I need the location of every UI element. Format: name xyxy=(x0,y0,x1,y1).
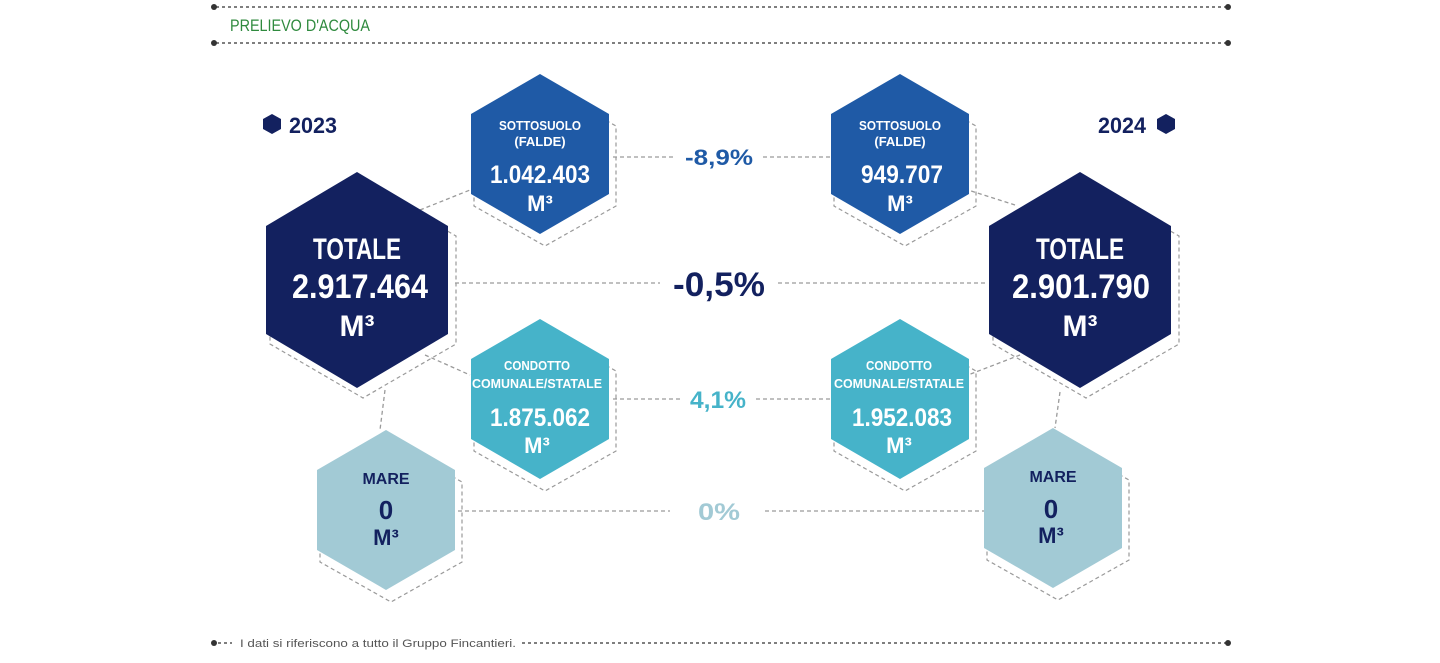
svg-text:SOTTOSUOLO: SOTTOSUOLO xyxy=(499,118,581,133)
hexagon-mare-2024: MARE 0 M³ xyxy=(984,428,1130,601)
svg-text:1.875.062: 1.875.062 xyxy=(490,404,590,432)
svg-text:SOTTOSUOLO: SOTTOSUOLO xyxy=(859,118,941,133)
svg-text:M³: M³ xyxy=(1038,523,1064,548)
svg-text:949.707: 949.707 xyxy=(861,161,943,189)
page-title: PRELIEVO D'ACQUA xyxy=(230,16,371,35)
header-rule-dots xyxy=(211,4,1231,46)
hexagon-bullet-icon xyxy=(1157,114,1175,134)
svg-text:0: 0 xyxy=(1044,494,1058,524)
svg-text:1.042.403: 1.042.403 xyxy=(490,161,590,189)
change-totale: -0,5% xyxy=(673,266,765,304)
hexagon-total-2024: TOTALE 2.901.790 M³ xyxy=(989,172,1180,399)
hexagon-condotto-2024: CONDOTTO COMUNALE/STATALE 1.952.083 M³ xyxy=(831,319,977,492)
footer-note: I dati si riferiscono a tutto il Gruppo … xyxy=(240,638,516,650)
svg-text:M³: M³ xyxy=(373,525,399,550)
connector-lines xyxy=(379,156,1061,512)
svg-text:TOTALE: TOTALE xyxy=(313,233,401,266)
header-rules xyxy=(216,6,1226,44)
hexagon-falde-2024: SOTTOSUOLO (FALDE) 949.707 M³ xyxy=(831,74,977,247)
svg-text:M³: M³ xyxy=(524,433,550,458)
svg-text:2024: 2024 xyxy=(1098,113,1147,138)
svg-text:COMUNALE/STATALE: COMUNALE/STATALE xyxy=(472,376,602,391)
svg-text:2.917.464: 2.917.464 xyxy=(292,268,428,306)
hexagon-condotto-2023: CONDOTTO COMUNALE/STATALE 1.875.062 M³ xyxy=(471,319,617,492)
svg-text:MARE: MARE xyxy=(362,471,409,488)
hexagon-mare-2023: MARE 0 M³ xyxy=(317,430,463,603)
svg-text:CONDOTTO: CONDOTTO xyxy=(504,358,570,373)
svg-text:M³: M³ xyxy=(340,310,375,343)
svg-text:(FALDE): (FALDE) xyxy=(874,134,925,149)
svg-text:M³: M³ xyxy=(527,191,553,216)
svg-text:(FALDE): (FALDE) xyxy=(514,134,565,149)
svg-text:2023: 2023 xyxy=(289,113,337,138)
change-mare: 0% xyxy=(698,499,740,526)
svg-text:M³: M³ xyxy=(887,191,913,216)
svg-text:2.901.790: 2.901.790 xyxy=(1012,268,1150,306)
year-2023-label: 2023 xyxy=(263,113,337,138)
svg-text:1.952.083: 1.952.083 xyxy=(852,404,952,432)
svg-text:MARE: MARE xyxy=(1029,469,1076,486)
hexagon-bullet-icon xyxy=(263,114,281,134)
svg-text:COMUNALE/STATALE: COMUNALE/STATALE xyxy=(834,376,964,391)
hexagon-falde-2023: SOTTOSUOLO (FALDE) 1.042.403 M³ xyxy=(471,74,617,247)
svg-text:M³: M³ xyxy=(886,433,912,458)
svg-text:CONDOTTO: CONDOTTO xyxy=(866,358,932,373)
hexagon-total-2023: TOTALE 2.917.464 M³ xyxy=(266,172,457,399)
change-falde: -8,9% xyxy=(685,145,753,170)
svg-text:0: 0 xyxy=(379,495,393,525)
svg-text:TOTALE: TOTALE xyxy=(1036,233,1124,266)
year-2024-label: 2024 xyxy=(1098,113,1175,138)
footer-rule xyxy=(211,640,1231,646)
change-condotto: 4,1% xyxy=(690,387,746,414)
svg-text:M³: M³ xyxy=(1063,310,1098,343)
